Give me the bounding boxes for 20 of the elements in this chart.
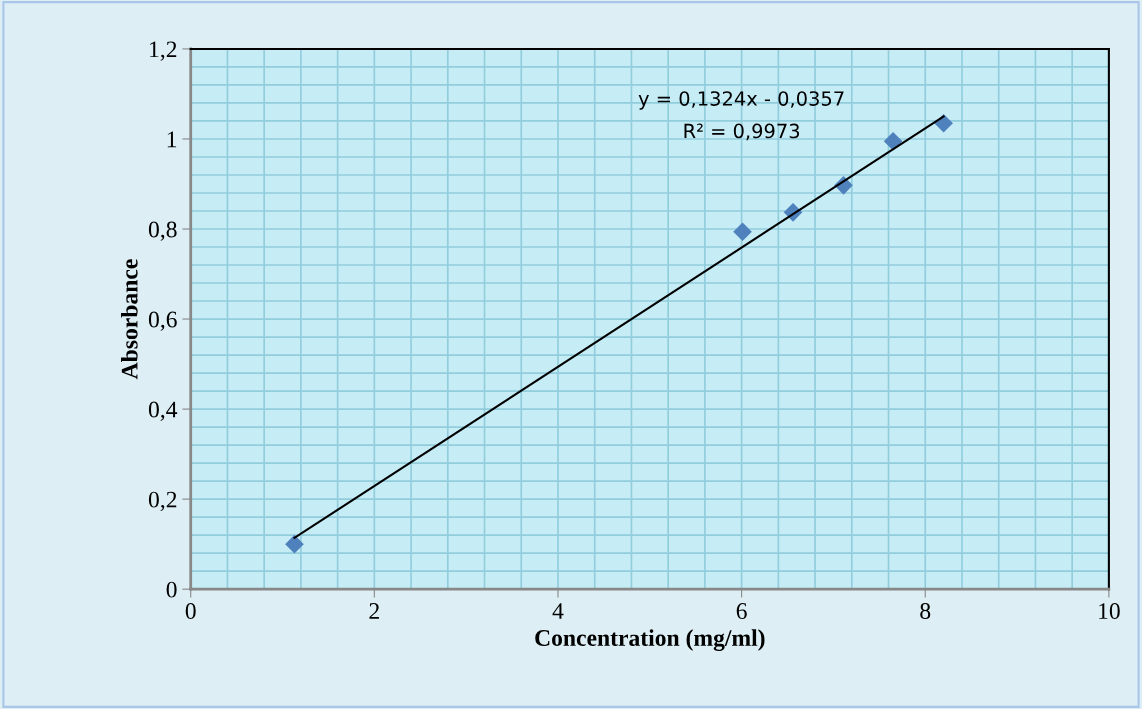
x-tick-label: 0: [185, 603, 196, 619]
y-tick-label: 0: [166, 581, 177, 598]
x-tick-label: 8: [920, 603, 931, 619]
x-tick-label: 4: [552, 603, 564, 619]
x-tick-label: 2: [369, 603, 379, 619]
annotation: y = 0,1324x - 0,0357: [638, 91, 844, 110]
point: [733, 222, 752, 242]
y-tick-label: 0,4: [148, 401, 178, 421]
y-tick-label: 1,2: [150, 41, 177, 61]
y-tick-label: 1: [167, 131, 177, 148]
x-axis-title: Concentration (mg/ml): [535, 629, 765, 651]
y-tick-label: 0,2: [148, 491, 177, 511]
y-axis-title: Absorbance: [121, 259, 138, 380]
y-tick-label: 0,6: [148, 311, 177, 331]
point: [285, 534, 304, 554]
x-tick-label: 6: [736, 603, 747, 619]
point: [883, 131, 903, 151]
y-tick-label: 0,8: [148, 221, 177, 241]
x-tick-label: 10: [1099, 603, 1120, 619]
annotation: R² = 0,9973: [684, 123, 800, 141]
